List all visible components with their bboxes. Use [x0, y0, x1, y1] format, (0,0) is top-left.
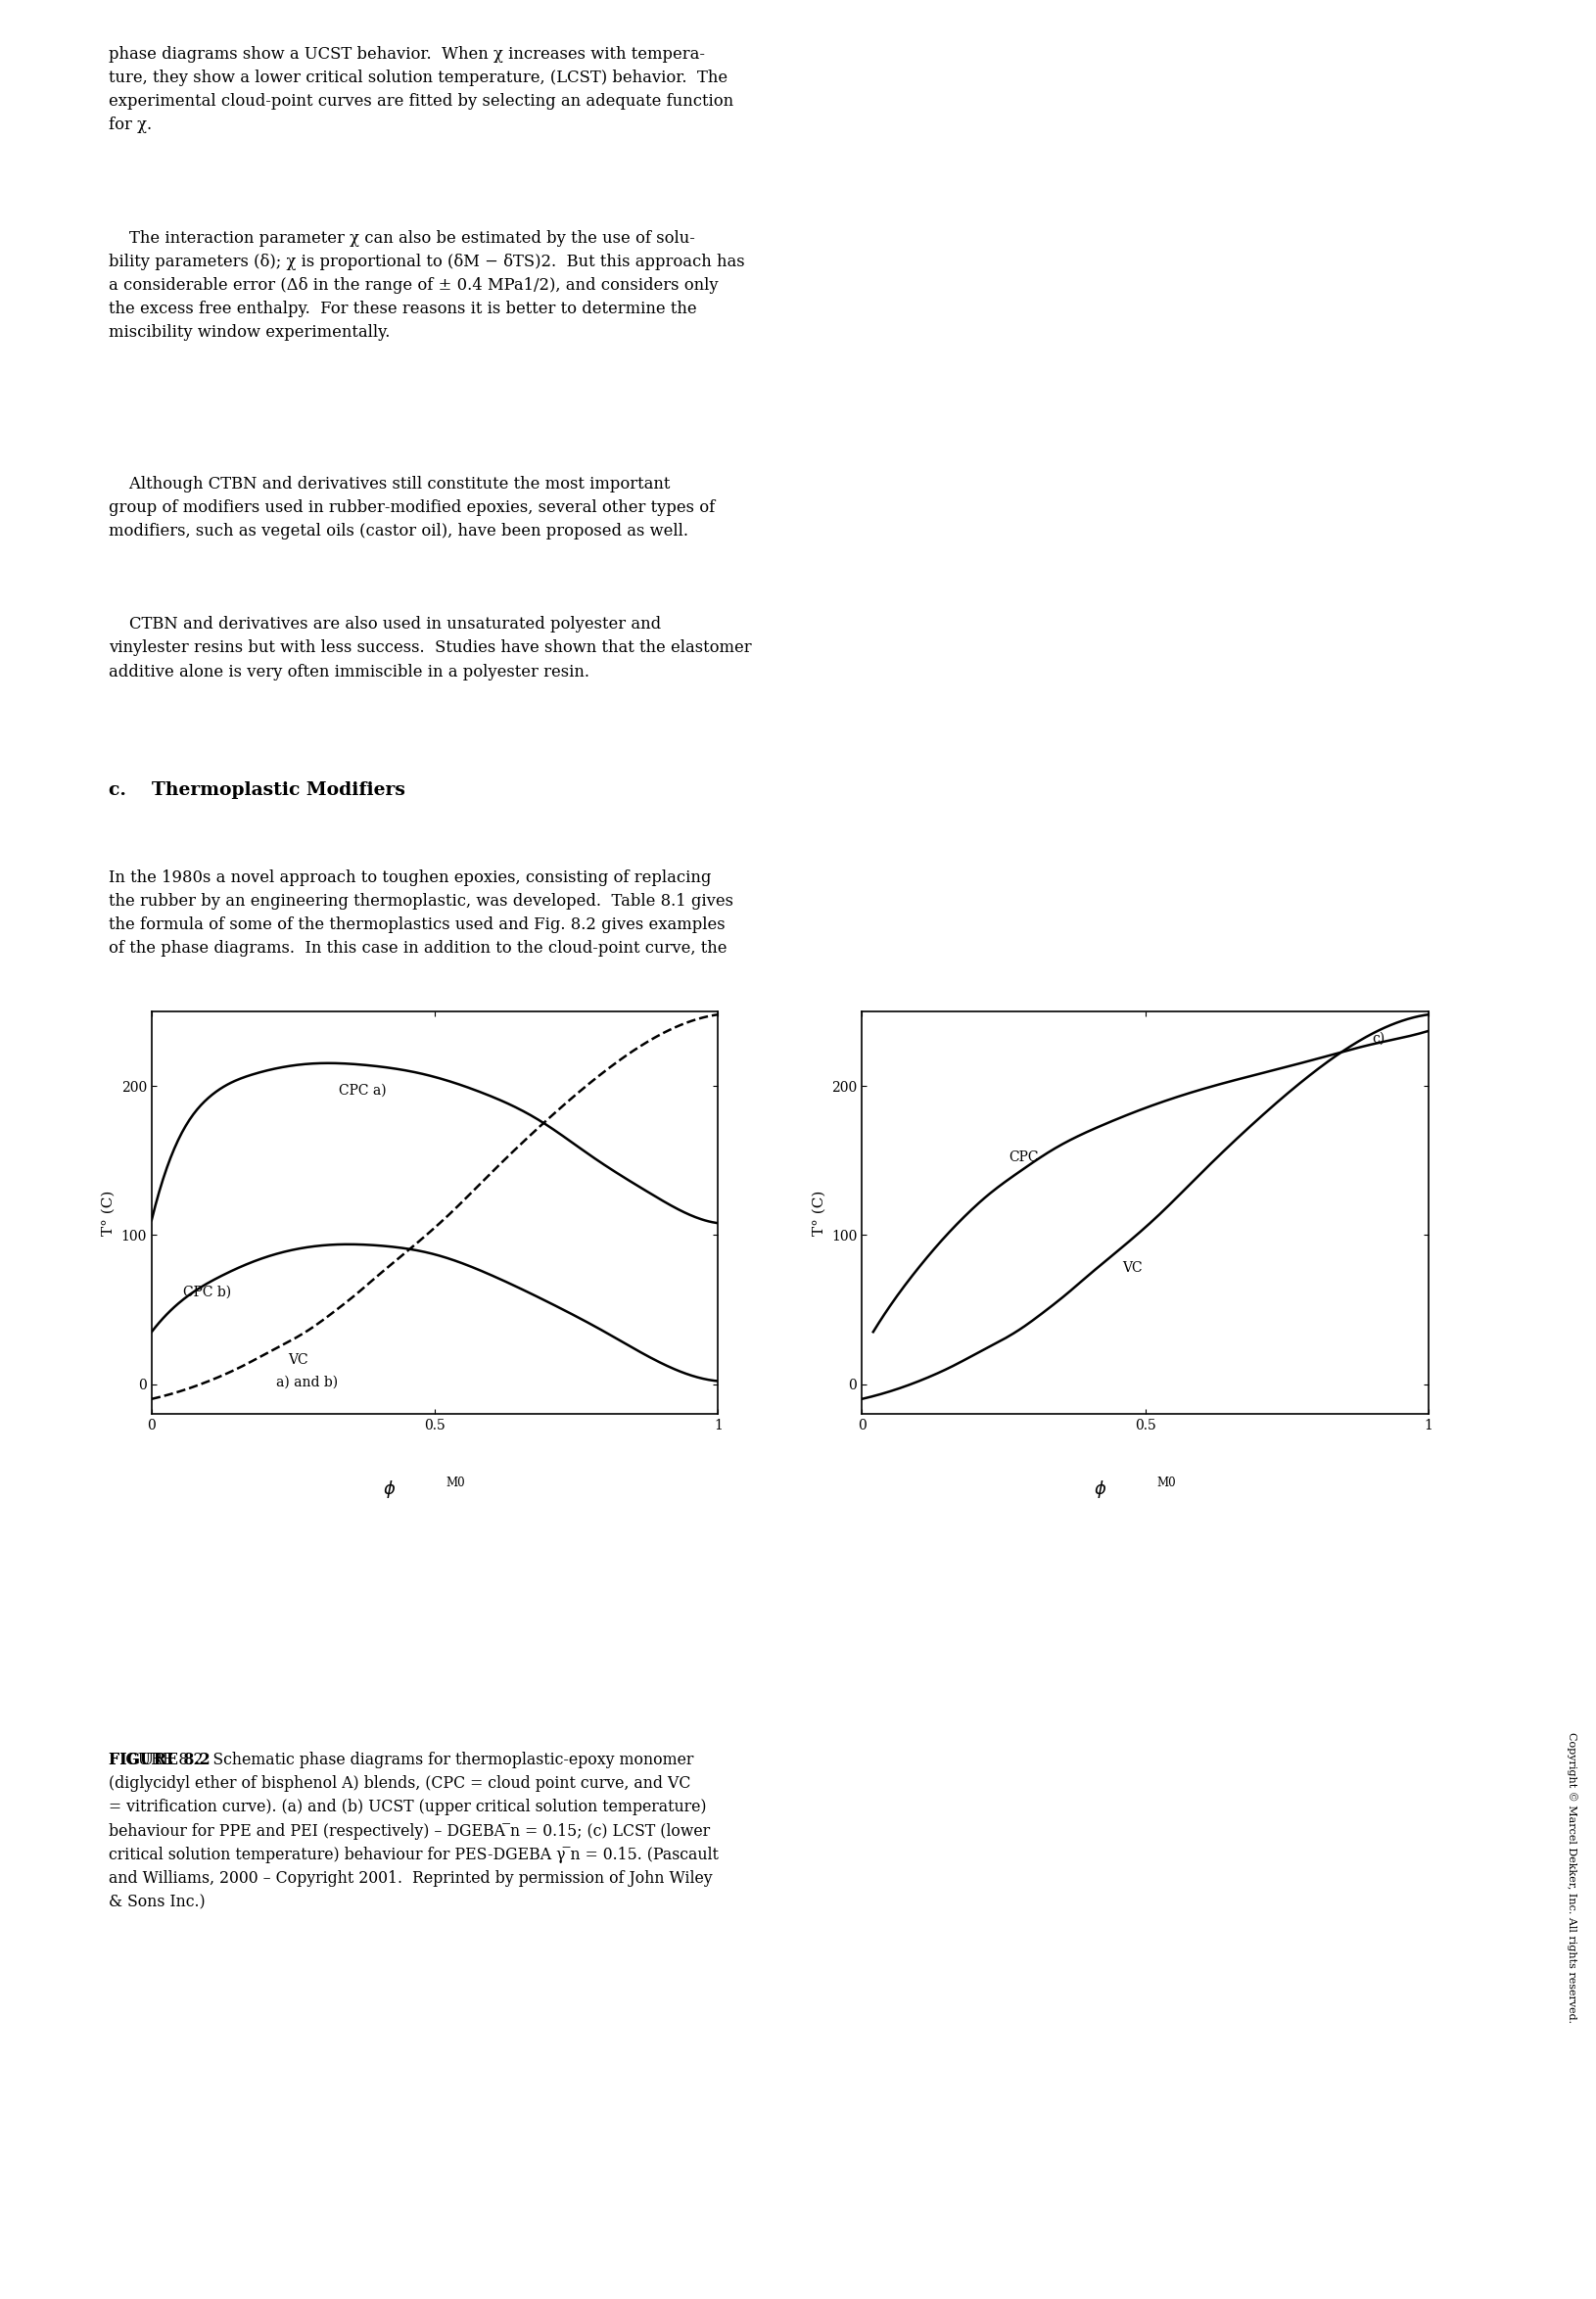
Y-axis label: T° (C): T° (C)	[812, 1191, 825, 1235]
Text: CTBN and derivatives are also used in unsaturated polyester and
vinylester resin: CTBN and derivatives are also used in un…	[109, 616, 752, 681]
Text: M0: M0	[1157, 1476, 1176, 1490]
Text: $\phi$: $\phi$	[1093, 1478, 1106, 1499]
Text: In the 1980s a novel approach to toughen epoxies, consisting of replacing
the ru: In the 1980s a novel approach to toughen…	[109, 869, 733, 956]
Text: c.    Thermoplastic Modifiers: c. Thermoplastic Modifiers	[109, 782, 405, 800]
Text: Although CTBN and derivatives still constitute the most important
group of modif: Although CTBN and derivatives still cons…	[109, 476, 715, 540]
Text: c): c)	[1373, 1032, 1385, 1046]
Text: CPC: CPC	[1009, 1152, 1039, 1163]
Text: VC: VC	[287, 1354, 308, 1368]
Text: Copyright © Marcel Dekker, Inc. All rights reserved.: Copyright © Marcel Dekker, Inc. All righ…	[1567, 1731, 1577, 2023]
Text: FIGURE 8.2: FIGURE 8.2	[109, 1752, 211, 1768]
Text: M0: M0	[447, 1476, 466, 1490]
Text: $\phi$: $\phi$	[383, 1478, 396, 1499]
Y-axis label: T° (C): T° (C)	[102, 1191, 115, 1235]
Text: The interaction parameter χ can also be estimated by the use of solu-
bility par: The interaction parameter χ can also be …	[109, 230, 745, 340]
Text: FIGURE 8.2  Schematic phase diagrams for thermoplastic-epoxy monomer
(diglycidyl: FIGURE 8.2 Schematic phase diagrams for …	[109, 1752, 718, 1910]
Text: CPC b): CPC b)	[184, 1285, 231, 1299]
Text: phase diagrams show a UCST behavior.  When χ increases with tempera-
ture, they : phase diagrams show a UCST behavior. Whe…	[109, 46, 733, 133]
Text: CPC a): CPC a)	[338, 1083, 386, 1097]
Text: a) and b): a) and b)	[276, 1375, 338, 1389]
Text: VC: VC	[1122, 1262, 1143, 1274]
